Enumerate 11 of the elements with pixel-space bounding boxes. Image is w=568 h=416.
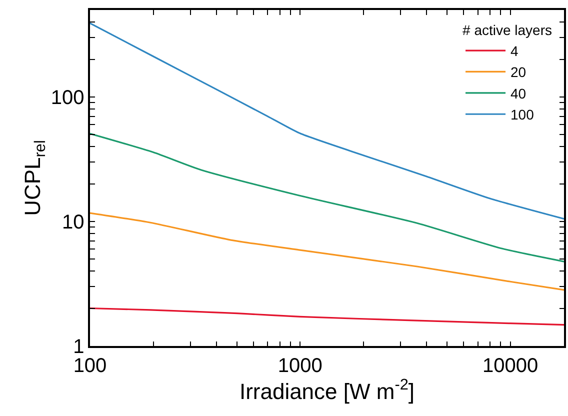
x-tick-label: 10000	[482, 354, 538, 377]
y-tick-label: 10	[62, 212, 84, 234]
y-tick-label: 100	[50, 87, 84, 110]
legend-title: # active layers	[462, 22, 552, 38]
y-tick-label: 1	[73, 336, 84, 358]
x-axis-title: Irradiance [W m$^{-2}$]	[239, 376, 415, 404]
legend-label: 4	[510, 42, 519, 59]
legend-label: 40	[510, 85, 526, 102]
legend-label: 20	[510, 64, 526, 80]
legend-label: 100	[510, 106, 534, 123]
x-tick-label: 1000	[278, 354, 322, 377]
